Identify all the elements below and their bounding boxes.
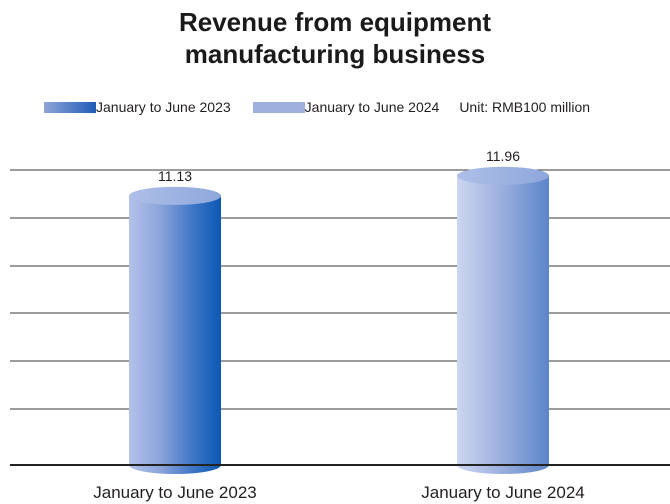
unit-label: Unit: RMB100 million xyxy=(459,99,591,115)
x-tick-labels: January to June 2023 January to June 2024 xyxy=(93,483,585,502)
bar-0-body xyxy=(129,195,221,465)
legend-swatch-2024 xyxy=(252,101,305,113)
legend-swatch-2023 xyxy=(44,101,96,113)
data-label-0: 11.13 xyxy=(158,168,192,184)
x-tick-label-1: January to June 2024 xyxy=(421,483,585,502)
chart-title-line-2: manufacturing business xyxy=(184,39,486,69)
bars xyxy=(129,166,549,474)
x-tick-label-0: January to June 2023 xyxy=(93,483,257,502)
chart-title-line-1: Revenue from equipment xyxy=(178,7,492,37)
data-labels: 11.13 11.96 xyxy=(158,148,520,184)
legend-label-2023: January to June 2023 xyxy=(96,99,231,115)
bar-1-top xyxy=(457,166,549,185)
legend-label-2024: January to June 2024 xyxy=(304,99,440,115)
chart-legend: January to June 2023 January to June 202… xyxy=(44,99,590,115)
bar-0-top xyxy=(129,186,221,205)
bar-1-body xyxy=(457,175,549,465)
data-label-1: 11.96 xyxy=(486,148,520,164)
chart-title: Revenue from equipment manufacturing bus… xyxy=(0,6,670,70)
gridlines xyxy=(10,169,670,410)
